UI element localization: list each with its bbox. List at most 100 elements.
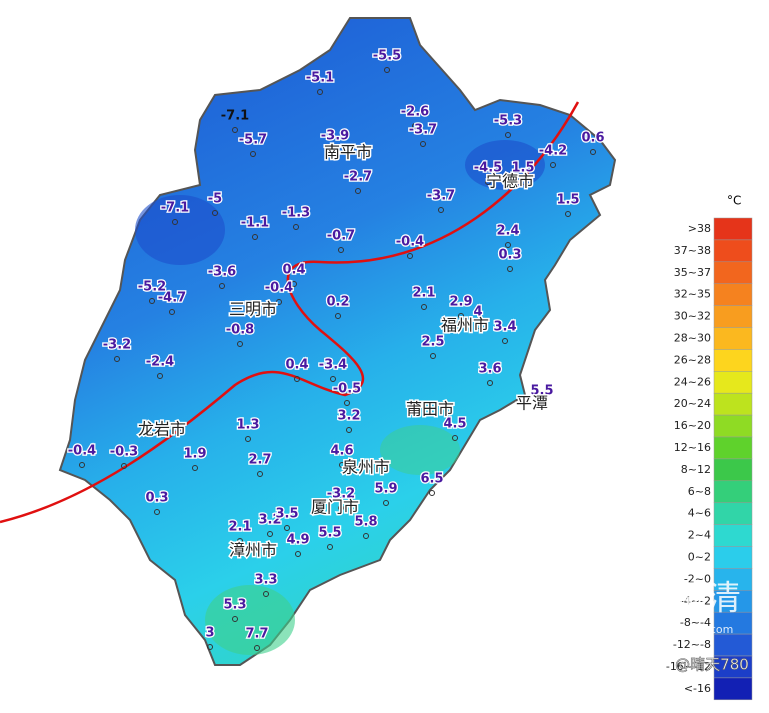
station-dot — [384, 67, 390, 73]
legend-swatch — [713, 327, 753, 350]
station-temp: 3.2 — [258, 513, 281, 528]
station-dot — [207, 644, 213, 650]
legend-label: 26~28 — [674, 353, 711, 366]
station-dot — [317, 89, 323, 95]
legend-label: -4~-2 — [680, 594, 711, 607]
station-temp: -7.1 — [161, 201, 189, 216]
station-dot — [335, 313, 341, 319]
station-temp: -3.2 — [327, 487, 355, 502]
city-name: 宁德市 — [486, 172, 534, 191]
station-temp: 5.5 — [530, 384, 553, 399]
station-dot — [263, 591, 269, 597]
station-dot — [169, 309, 175, 315]
stations: -5.5-5.1-7.1-5.7 -3.9-2.6-3.7-5.3-4.5 1.5-… — [67, 47, 606, 651]
station-dot — [154, 509, 160, 515]
station-dot — [502, 338, 508, 344]
station-dot — [590, 149, 596, 155]
station-dot — [327, 544, 333, 550]
station-temp: 2.5 — [421, 335, 444, 350]
station-dot — [346, 427, 352, 433]
station-temp: -3.2 — [103, 338, 131, 353]
station-dot — [458, 313, 464, 319]
station-dot — [237, 341, 243, 347]
station-temp: -0.4 — [68, 444, 96, 459]
watermark-author: @晴天780 — [675, 656, 749, 674]
station-dot — [276, 299, 282, 305]
station-dot — [475, 323, 481, 329]
station-dot — [452, 435, 458, 441]
station-temp: 0.3 — [498, 248, 521, 263]
station-dot — [505, 132, 511, 138]
legend-swatch — [713, 349, 753, 372]
station-dot — [114, 356, 120, 362]
legend-label: 28~30 — [674, 331, 711, 344]
station-dot — [429, 490, 435, 496]
station-temp: 1.5 — [511, 161, 534, 176]
station-temp: -1.1 — [241, 216, 269, 231]
station-dot — [172, 219, 178, 225]
cold-zone — [135, 195, 225, 265]
watermark-brand: 看福清 — [639, 579, 741, 619]
station-temp: -0.4 — [396, 235, 424, 250]
station-temp: 3.6 — [478, 362, 501, 377]
station-dot — [291, 281, 297, 287]
station-temp: 1.9 — [183, 447, 206, 462]
city-name: 平潭 — [516, 394, 548, 413]
station-dot — [232, 616, 238, 622]
station-dot — [252, 234, 258, 240]
city-name: 福州市 — [441, 316, 489, 335]
station-temp: -2.7 — [344, 170, 372, 185]
station-dot — [383, 500, 389, 506]
station-temp: -5.1 — [306, 71, 334, 86]
station-dot — [192, 465, 198, 471]
station-temp: -5.7 — [239, 133, 267, 148]
legend-label: 24~26 — [674, 375, 711, 388]
city-name: 厦门市 — [311, 498, 359, 517]
legend-label: 4~6 — [688, 507, 711, 520]
station-temp: 3 — [205, 626, 214, 641]
station-dot — [338, 247, 344, 253]
station-dot — [232, 127, 238, 133]
station-dot — [330, 376, 336, 382]
station-temp: 2.1 — [412, 286, 435, 301]
warm-zone — [205, 585, 295, 655]
station-dot — [237, 538, 243, 544]
legend-swatch — [713, 436, 753, 460]
legend-label: 37~38 — [674, 244, 711, 257]
station-dot — [157, 373, 163, 379]
station-temp: 7.7 — [245, 627, 268, 642]
station-temp: 3.5 — [275, 507, 298, 522]
station-temp: -2.6 — [401, 105, 429, 120]
station-dot — [355, 188, 361, 194]
station-temp: 0.2 — [326, 295, 349, 310]
station-dot — [79, 462, 85, 468]
station-temp: 4 — [473, 305, 482, 320]
station-dot — [254, 645, 260, 651]
legend-label: 6~8 — [688, 485, 711, 498]
legend-label: <-16 — [684, 682, 711, 695]
station-temp: -3.6 — [208, 265, 236, 280]
legend-label: 8~12 — [681, 463, 711, 476]
legend-label: 32~35 — [674, 288, 711, 301]
station-temp: -0.3 — [110, 445, 138, 460]
station-temp: -3.9 — [321, 129, 349, 144]
legend-swatch — [713, 392, 753, 416]
legend-label: 12~16 — [674, 441, 711, 454]
station-dot — [250, 151, 256, 157]
station-dot — [485, 179, 491, 185]
station-dot — [332, 147, 338, 153]
province-outline — [58, 17, 617, 666]
station-temp: 0.4 — [285, 358, 308, 373]
station-dot — [149, 298, 155, 304]
station-temp: 4.5 — [443, 417, 466, 432]
station-temp: -5 — [208, 192, 222, 207]
legend-swatch — [713, 677, 753, 701]
city-name: 漳州市 — [229, 541, 277, 560]
station-temp: -2.4 — [146, 355, 174, 370]
legend-label: 35~37 — [674, 266, 711, 279]
station-dot — [438, 207, 444, 213]
station-temp: -0.7 — [327, 229, 355, 244]
city-name: 泉州市 — [342, 458, 390, 477]
